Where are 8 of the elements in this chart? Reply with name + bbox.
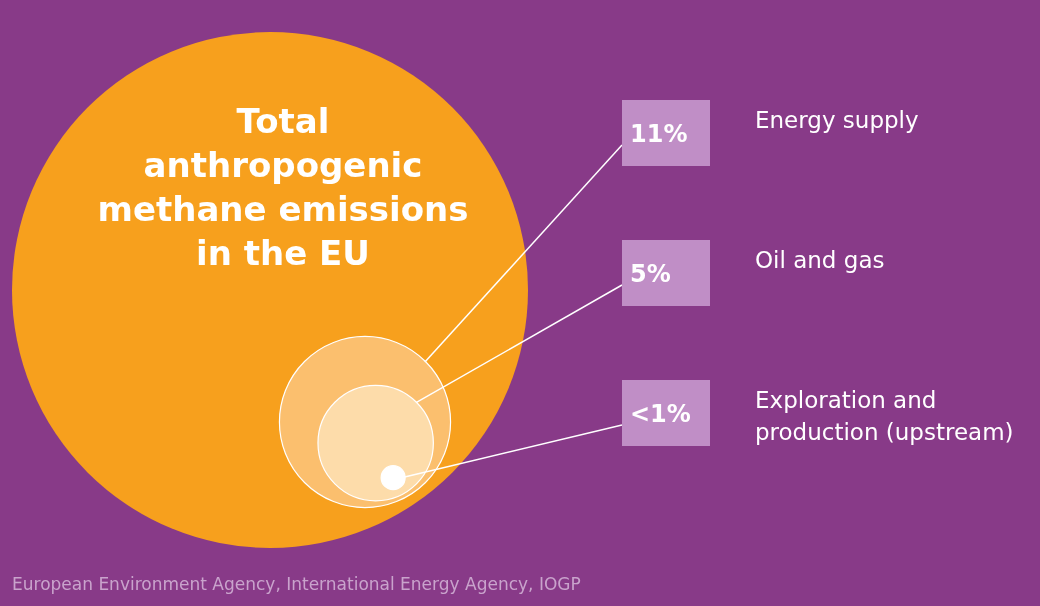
category-label: Exploration and production (upstream)	[755, 387, 1014, 445]
text: European Environment Agency, International Energy Agency, IOGP	[12, 574, 581, 594]
category-label: Energy supply	[755, 107, 919, 133]
text: Total anthropogenic methane emissions in the EU	[97, 101, 469, 273]
data-label: <1%	[630, 400, 691, 428]
data-label: 5%	[630, 260, 671, 288]
data-label: 11%	[630, 120, 688, 148]
category-label: Oil and gas	[755, 247, 885, 273]
